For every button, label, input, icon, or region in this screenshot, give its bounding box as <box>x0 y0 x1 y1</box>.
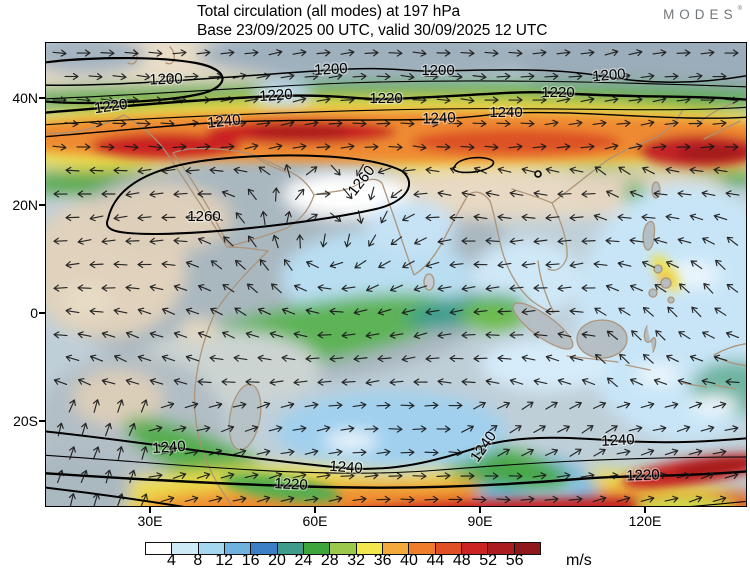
contour-label: 1220 <box>93 96 128 117</box>
colorbar-tick-label: 8 <box>193 552 203 569</box>
y-tick-mark <box>39 97 46 99</box>
map-canvas: 1200 1200 1200 1200 1220 1220 1220 1220 1240 1240… <box>46 43 746 506</box>
colorbar-cell <box>488 543 515 554</box>
x-tick-mark <box>644 506 646 513</box>
colorbar-tick-label: 52 <box>479 552 498 569</box>
contour-label: 1240 <box>206 111 241 131</box>
y-tick-label: 40N <box>12 90 38 106</box>
contour-label: 1220 <box>626 466 660 484</box>
y-tick-label: 0 <box>30 305 38 321</box>
colorbar <box>145 542 541 555</box>
colorbar-tick-label: 24 <box>294 552 313 569</box>
colorbar-cell <box>277 543 304 554</box>
colorbar-cell <box>172 543 199 554</box>
y-tick-mark <box>39 312 46 314</box>
x-tick-mark <box>479 506 481 513</box>
colorbar-cell <box>251 543 278 554</box>
contour-label: 1240 <box>489 104 522 121</box>
contour-label: 1240 <box>152 438 186 457</box>
contour-label: 1260 <box>187 208 220 225</box>
chart-titles: Total circulation (all modes) at 197 hPa… <box>197 2 547 40</box>
y-tick-label: 20S <box>13 413 38 429</box>
contour-lines <box>46 56 746 506</box>
colorbar-tick-label: 12 <box>215 552 234 569</box>
colorbar-tick-label: 32 <box>347 552 366 569</box>
contour-label: 1220 <box>259 86 293 105</box>
colorbar-tick-label: 48 <box>452 552 471 569</box>
contour-label: 1200 <box>149 70 183 88</box>
chart-subtitle: Base 23/09/2025 00 UTC, valid 30/09/2025… <box>197 22 548 39</box>
colorbar-tick-label: 56 <box>505 552 524 569</box>
contour-label: 1240 <box>601 431 635 450</box>
colorbar-tick-label: 16 <box>241 552 260 569</box>
modes-logo: MODES® <box>663 6 742 22</box>
x-tick-mark <box>149 506 151 513</box>
colorbar-tick-label: 36 <box>373 552 392 569</box>
y-tick-mark <box>39 420 46 422</box>
colorbar-tick-label: 40 <box>400 552 418 569</box>
colorbar-cell <box>409 543 436 554</box>
colorbar-cell <box>382 543 410 554</box>
coastlines <box>46 46 746 506</box>
colorbar-cell <box>514 543 540 554</box>
colorbar-cell <box>461 543 489 554</box>
map-plot-area: 1200 1200 1200 1200 1220 1220 1220 1220 1240 1240… <box>45 42 747 507</box>
contour-label: 1200 <box>314 60 348 79</box>
y-tick-label: 20N <box>12 197 38 213</box>
colorbar-tick-label: 28 <box>320 552 339 569</box>
colorbar-cell <box>198 543 225 554</box>
colorbar-tick-label: 20 <box>268 552 286 569</box>
colorbar-cell <box>224 543 252 554</box>
x-tick-label: 30E <box>137 513 163 529</box>
colorbar-cell <box>330 543 357 554</box>
contour-label: 1200 <box>592 66 627 86</box>
x-tick-mark <box>314 506 316 513</box>
contour-label: 1240 <box>329 458 363 477</box>
colorbar-unit-label: m/s <box>566 552 592 569</box>
colorbar-tick-label: 4 <box>166 552 176 569</box>
contour-label: 1220 <box>369 90 402 107</box>
modes-logo-text: MODES <box>663 7 738 22</box>
colorbar-cell <box>435 543 462 554</box>
colorbar-tick-label: 44 <box>426 552 445 569</box>
colorbar-cell <box>356 543 383 554</box>
colorbar-cell <box>303 543 331 554</box>
x-tick-label: 60E <box>302 513 328 529</box>
chart-title: Total circulation (all modes) at 197 hPa <box>197 3 461 20</box>
y-tick-mark <box>39 204 46 206</box>
contour-label: 1200 <box>421 62 454 79</box>
contour-label: 1220 <box>541 84 574 101</box>
x-tick-label: 120E <box>628 513 662 529</box>
colorbar-cell <box>146 543 173 554</box>
wind-arrows <box>52 49 740 506</box>
modes-logo-mark: ® <box>737 6 742 12</box>
x-tick-label: 90E <box>467 513 493 529</box>
wind-speed-field <box>46 43 746 506</box>
contour-label: 1240 <box>422 109 456 127</box>
contour-label: 1220 <box>274 475 308 494</box>
